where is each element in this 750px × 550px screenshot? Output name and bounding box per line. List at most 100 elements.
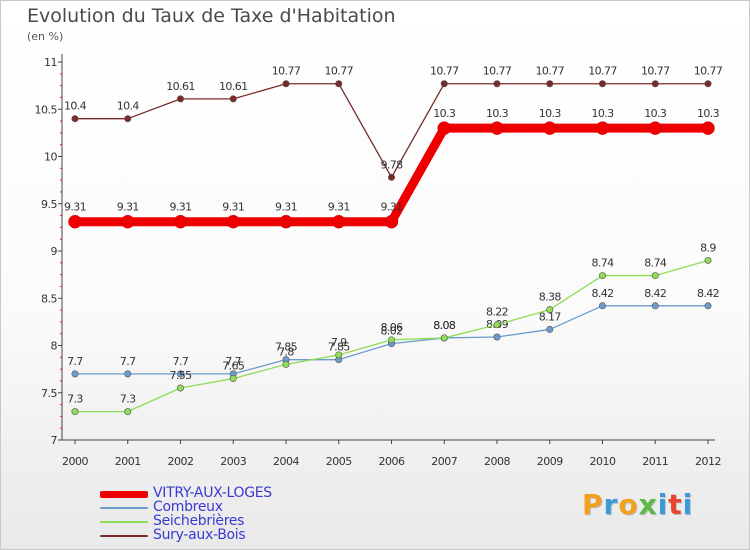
data-point bbox=[440, 334, 448, 342]
data-point bbox=[701, 121, 715, 135]
x-tick-label: 2004 bbox=[273, 455, 299, 468]
data-point bbox=[384, 214, 399, 229]
data-label: 8.17 bbox=[539, 310, 562, 323]
data-point bbox=[335, 351, 343, 359]
data-label: 10.3 bbox=[591, 107, 614, 120]
chart-subtitle: (en %) bbox=[27, 30, 64, 43]
data-label: 9.31 bbox=[117, 201, 139, 214]
data-label: 7.85 bbox=[275, 341, 298, 354]
x-tick-label: 2000 bbox=[62, 455, 88, 468]
x-tick-label: 2012 bbox=[695, 455, 721, 468]
data-label: 9.31 bbox=[275, 201, 297, 214]
data-label: 10.77 bbox=[430, 65, 459, 78]
data-point bbox=[704, 302, 712, 310]
series-sury-aux-bois: 10.4 10.4 10.61 10.61 10.77 10.77 9.78 10.77 10.… bbox=[64, 65, 723, 181]
series-vitry-aux-loges: 9.31 9.31 9.31 9.31 9.31 9.31 9.31 10.3 10.3 10.3… bbox=[64, 107, 720, 229]
data-point bbox=[387, 336, 395, 344]
data-label: 8.74 bbox=[591, 257, 614, 270]
data-point bbox=[598, 80, 606, 88]
y-tick-label: 8.5 bbox=[41, 292, 57, 305]
data-point bbox=[335, 80, 343, 88]
legend-swatch bbox=[100, 535, 148, 537]
data-point bbox=[493, 333, 501, 341]
data-label: 10.77 bbox=[483, 65, 512, 78]
data-label: 7.9 bbox=[331, 336, 347, 349]
data-point bbox=[124, 408, 132, 416]
data-label: 10.3 bbox=[539, 107, 562, 120]
data-point bbox=[387, 173, 395, 181]
data-point bbox=[71, 370, 79, 378]
x-tick-label: 2011 bbox=[642, 455, 668, 468]
data-label: 10.77 bbox=[536, 65, 565, 78]
x-tick-label: 2010 bbox=[590, 455, 616, 468]
data-label: 8.74 bbox=[644, 257, 667, 270]
data-label: 10.3 bbox=[697, 107, 720, 120]
data-point bbox=[282, 80, 290, 88]
x-tick-label: 2003 bbox=[220, 455, 246, 468]
series-seichebri-res: 7.3 7.3 7.55 7.65 7.8 7.9 8.06 8.08 8.22 8.38 8.74… bbox=[67, 241, 717, 416]
y-tick-label: 10.5 bbox=[35, 103, 58, 116]
y-tick-label: 8 bbox=[51, 340, 58, 353]
data-label: 7.7 bbox=[173, 355, 189, 368]
data-point bbox=[121, 214, 135, 229]
data-label: 10.3 bbox=[486, 107, 509, 120]
data-label: 8.42 bbox=[644, 287, 666, 300]
data-point bbox=[279, 214, 293, 229]
data-point bbox=[124, 115, 132, 123]
data-label: 10.3 bbox=[433, 107, 456, 120]
data-label: 10.3 bbox=[644, 107, 667, 120]
data-point bbox=[229, 95, 237, 103]
legend-item: Combreux bbox=[100, 499, 360, 515]
legend: VITRY-AUX-LOGES Combreux Seichebrières Sury… bbox=[100, 485, 360, 543]
data-point bbox=[173, 214, 188, 229]
legend-item: Sury-aux-Bois bbox=[100, 527, 360, 543]
data-point bbox=[546, 80, 554, 88]
data-label: 10.77 bbox=[272, 65, 301, 78]
data-label: 10.61 bbox=[219, 80, 248, 93]
legend-label: Sury-aux-Bois bbox=[153, 527, 246, 543]
legend-swatch bbox=[100, 507, 148, 509]
data-point bbox=[177, 95, 185, 103]
data-point bbox=[229, 375, 237, 383]
data-point bbox=[651, 80, 659, 88]
data-point bbox=[282, 360, 290, 368]
data-label: 9.31 bbox=[328, 201, 350, 214]
x-tick-label: 2005 bbox=[326, 455, 352, 468]
data-label: 7.8 bbox=[278, 345, 294, 358]
data-point bbox=[651, 272, 659, 280]
data-label: 8.9 bbox=[700, 241, 716, 254]
x-tick-label: 2001 bbox=[115, 455, 141, 468]
legend-label: VITRY-AUX-LOGES bbox=[153, 485, 272, 501]
x-tick-label: 2002 bbox=[168, 455, 194, 468]
data-point bbox=[71, 408, 79, 416]
data-label: 10.77 bbox=[588, 65, 617, 78]
data-point bbox=[543, 121, 557, 135]
data-label: 10.61 bbox=[166, 80, 195, 93]
data-label: 10.77 bbox=[325, 65, 354, 78]
legend-item: VITRY-AUX-LOGES bbox=[100, 485, 360, 501]
legend-label: Combreux bbox=[153, 499, 223, 515]
data-point bbox=[332, 214, 346, 229]
data-point bbox=[226, 214, 240, 229]
legend-item: Seichebrières bbox=[100, 513, 360, 529]
data-point bbox=[490, 121, 504, 135]
data-label: 8.08 bbox=[433, 319, 456, 332]
data-label: 7.65 bbox=[222, 360, 245, 373]
data-point bbox=[704, 256, 712, 264]
data-point bbox=[177, 384, 185, 392]
data-label: 10.77 bbox=[641, 65, 670, 78]
y-tick-label: 10 bbox=[44, 151, 57, 164]
data-label: 10.77 bbox=[694, 65, 723, 78]
data-label: 9.78 bbox=[380, 158, 403, 171]
data-point bbox=[493, 321, 501, 329]
data-label: 8.38 bbox=[539, 291, 562, 304]
data-label: 9.31 bbox=[222, 201, 244, 214]
data-label: 9.31 bbox=[64, 201, 86, 214]
data-label: 7.85 bbox=[328, 341, 351, 354]
data-label: 9.31 bbox=[380, 201, 402, 214]
x-tick-label: 2007 bbox=[431, 455, 457, 468]
x-tick-label: 2006 bbox=[379, 455, 405, 468]
data-label: 7.7 bbox=[120, 355, 136, 368]
legend-label: Seichebrières bbox=[153, 513, 245, 529]
data-label: 9.31 bbox=[169, 201, 191, 214]
